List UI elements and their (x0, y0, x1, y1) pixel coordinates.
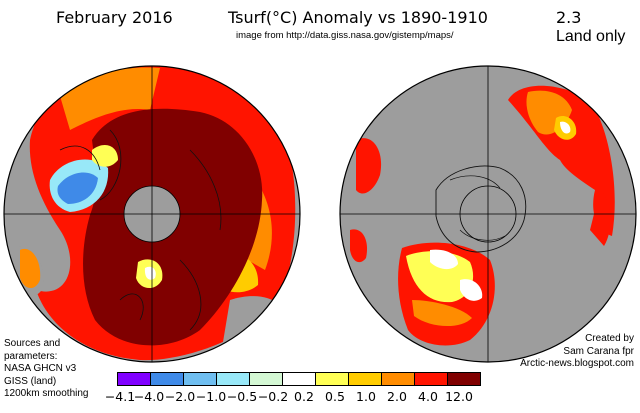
legend-tick-label: −0.2 (257, 389, 289, 404)
legend-ticks: −4.1 −4.0 −2.0 −1.0 −0.5 −0.2 0.2 0.5 1.0 2.0 4.0 1… (104, 389, 544, 407)
legend-tick-label: 0.2 (294, 389, 314, 404)
south-hemisphere-map (340, 66, 636, 362)
mean-anomaly-value: 2.3 (556, 8, 582, 27)
legend-swatch (447, 372, 481, 386)
north-hemisphere-map (4, 66, 300, 362)
legend-swatch (381, 372, 415, 386)
legend-swatch (315, 372, 349, 386)
sources-line: Sources and (4, 338, 61, 349)
legend-swatch (414, 372, 448, 386)
legend-tick-label: 0.5 (325, 389, 345, 404)
legend-swatch (150, 372, 184, 386)
created-line: Sam Carana fpr (563, 345, 634, 357)
sources-line: parameters: (4, 350, 58, 362)
legend-swatch (183, 372, 217, 386)
legend-tick-label: 4.0 (418, 389, 438, 404)
legend-swatch (348, 372, 382, 386)
map-date: February 2016 (56, 8, 173, 27)
legend-swatch (282, 372, 316, 386)
legend-tick-label: −4.0 (133, 389, 165, 404)
created-line: Created by (585, 333, 634, 344)
legend-tick-label: 12.0 (445, 389, 473, 404)
sources-parameters: Sources and parameters: NASA GHCN v3 GIS… (4, 338, 89, 401)
image-source-credit: image from http://data.giss.nasa.gov/gis… (236, 30, 454, 41)
legend-tick-label: −2.0 (164, 389, 196, 404)
color-legend (117, 372, 481, 386)
legend-tick-label: 2.0 (387, 389, 407, 404)
polar-maps (3, 65, 637, 363)
land-only-label: Land only (556, 28, 626, 45)
legend-tick-label: −4.1 (104, 389, 136, 404)
legend-swatch (117, 372, 151, 386)
legend-swatch (216, 372, 250, 386)
legend-tick-label: −0.5 (226, 389, 258, 404)
created-by-note: Created by Sam Carana fpr Arctic-news.bl… (520, 333, 634, 371)
sources-line: GISS (land) (4, 375, 57, 387)
sources-line: NASA GHCN v3 (4, 363, 77, 374)
legend-swatch (249, 372, 283, 386)
legend-tick-label: −1.0 (195, 389, 227, 404)
map-title: Tsurf(°C) Anomaly vs 1890-1910 (228, 8, 488, 27)
sources-line: 1200km smoothing (4, 388, 89, 399)
legend-tick-label: 1.0 (356, 389, 376, 404)
created-line: Arctic-news.blogspot.com (520, 358, 634, 369)
